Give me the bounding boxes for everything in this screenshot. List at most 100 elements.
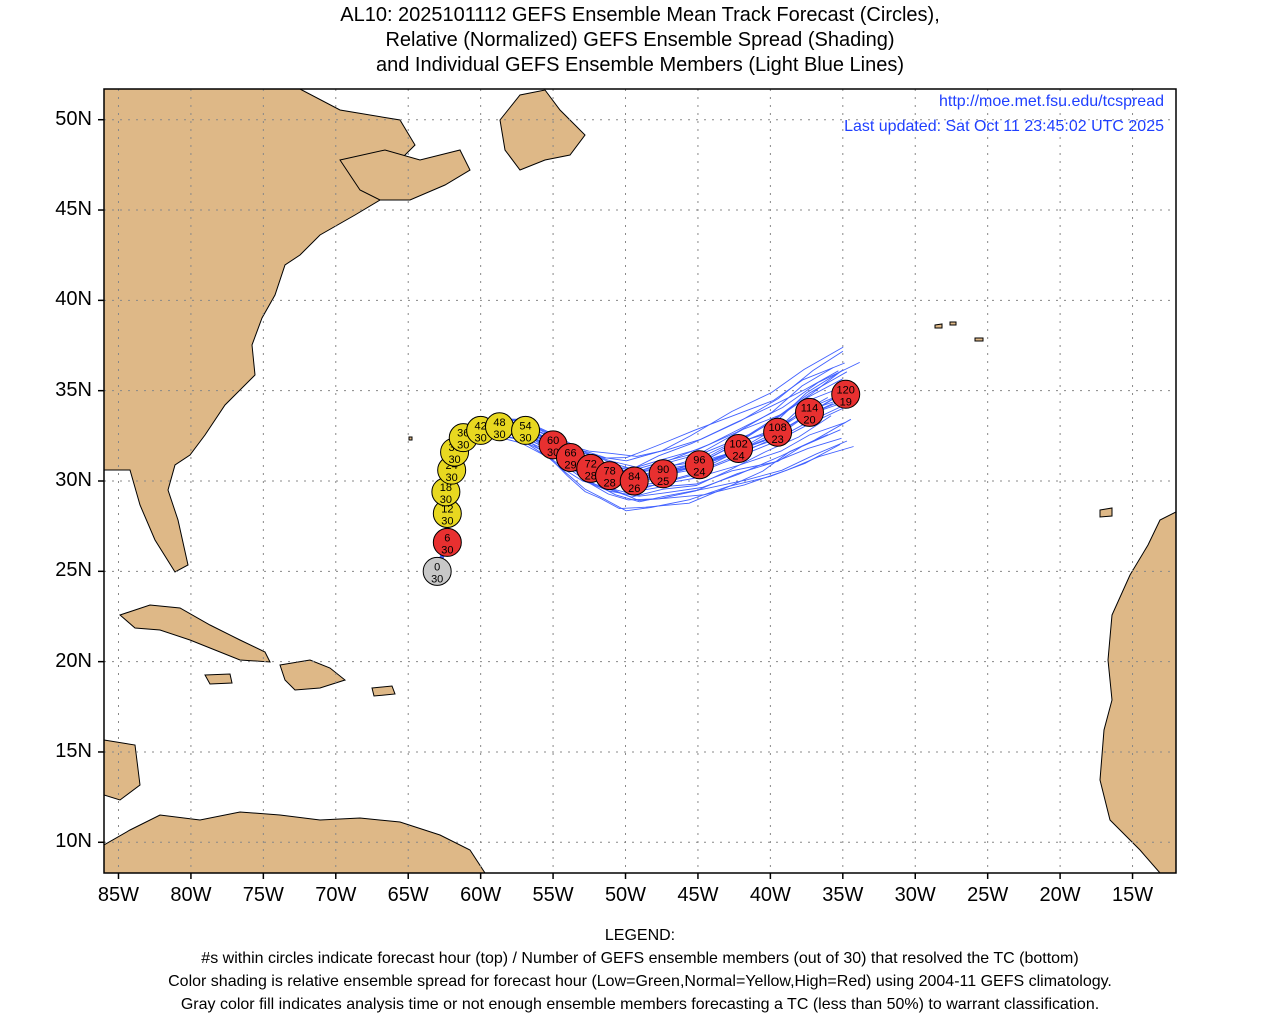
forecast-hour-label: 54 <box>519 420 531 432</box>
lat-label: 30N <box>55 469 92 491</box>
forecast-hour-label: 48 <box>493 417 505 429</box>
member-count-label: 30 <box>448 454 460 466</box>
member-count-label: 28 <box>585 470 597 482</box>
lon-label: 75W <box>242 884 284 906</box>
land-south-america <box>104 811 486 873</box>
member-count-label: 30 <box>441 516 453 528</box>
lon-label: 15W <box>1111 884 1154 906</box>
land-azores <box>934 321 984 342</box>
lon-label: 30W <box>894 884 936 906</box>
lat-label: 35N <box>55 378 92 401</box>
track-circle <box>511 415 541 445</box>
lon-label: 20W <box>1039 884 1081 906</box>
legend-line-3: Gray color fill indicates analysis time … <box>180 996 1100 1013</box>
forecast-hour-label: 90 <box>657 464 669 476</box>
member-count-label: 29 <box>564 460 576 472</box>
member-count-label: 30 <box>441 544 453 556</box>
ensemble-mean-track: 0306301230183024303030363042304830543060… <box>422 379 861 586</box>
track-circle <box>684 450 714 480</box>
track-circle <box>648 459 678 489</box>
member-count-label: 19 <box>840 396 852 408</box>
forecast-hour-label: 42 <box>475 420 487 432</box>
lat-label: 45N <box>55 198 92 221</box>
member-count-label: 30 <box>431 573 443 585</box>
forecast-hour-label: 72 <box>585 458 597 470</box>
land-bermuda <box>408 436 413 441</box>
forecast-hour-label: 108 <box>768 422 786 434</box>
map-title-line-3: and Individual GEFS Ensemble Members (Li… <box>375 54 905 76</box>
lat-label: 15N <box>55 739 92 762</box>
legend-line-1: #s within circles indicate forecast hour… <box>201 950 1079 967</box>
member-count-label: 25 <box>657 476 669 488</box>
track-point: 630 <box>432 527 462 557</box>
land-cuba <box>119 604 271 663</box>
forecast-hour-label: 18 <box>440 482 452 494</box>
lat-label: 10N <box>55 830 92 853</box>
land-canary-islands <box>1099 507 1113 518</box>
source-url-link[interactable]: http://moe.met.fsu.edu/tcspread <box>938 93 1164 110</box>
lat-label: 25N <box>55 559 92 582</box>
track-circle <box>422 556 452 586</box>
map-title-line-1: AL10: 2025101112 GEFS Ensemble Mean Trac… <box>340 4 940 26</box>
land-puerto-rico <box>371 685 396 697</box>
forecast-hour-label: 78 <box>603 466 615 478</box>
lon-label: 55W <box>532 884 574 906</box>
land-newfoundland <box>499 89 586 171</box>
track-circle <box>619 466 649 496</box>
lon-label: 85W <box>97 884 140 906</box>
land-africa <box>1099 511 1176 873</box>
axis-ticks <box>98 118 1134 879</box>
forecast-hour-label: 96 <box>693 455 705 467</box>
lon-label: 65W <box>387 884 429 906</box>
forecast-hour-label: 102 <box>729 438 747 450</box>
lon-label: 70W <box>315 884 357 906</box>
track-circle <box>763 417 793 447</box>
lon-label: 35W <box>822 884 864 906</box>
legend-heading: LEGEND: <box>604 927 676 944</box>
member-count-label: 26 <box>628 483 640 495</box>
member-count-label: 30 <box>475 432 487 444</box>
lat-label: 40N <box>55 288 92 311</box>
forecast-hour-label: 0 <box>434 561 440 573</box>
land-yucatan <box>104 739 141 801</box>
land-jamaica <box>204 673 233 685</box>
map-title-line-2: Relative (Normalized) GEFS Ensemble Spre… <box>385 29 895 51</box>
track-circle <box>724 433 754 463</box>
track-circle <box>831 379 861 409</box>
forecast-hour-label: 120 <box>837 384 855 396</box>
forecast-hour-label: 66 <box>564 448 576 460</box>
land-nova-scotia <box>339 149 471 201</box>
lat-label: 20N <box>55 649 92 672</box>
forecast-hour-label: 114 <box>801 402 819 414</box>
forecast-hour-label: 6 <box>444 532 450 544</box>
member-count-label: 30 <box>457 440 469 452</box>
legend-line-2: Color shading is relative ensemble sprea… <box>168 973 1112 990</box>
track-point: 030 <box>422 556 452 586</box>
member-count-label: 23 <box>771 434 783 446</box>
forecast-hour-label: 84 <box>628 471 640 483</box>
member-count-label: 28 <box>603 478 615 490</box>
member-count-label: 20 <box>803 414 815 426</box>
forecast-hour-label: 60 <box>547 435 559 447</box>
forecast-hour-label: 12 <box>441 504 453 516</box>
lat-label: 50N <box>55 107 92 130</box>
lon-label: 40W <box>749 884 791 906</box>
lon-label: 45W <box>677 884 719 906</box>
lon-label: 25W <box>967 884 1009 906</box>
track-circle <box>794 397 824 427</box>
lon-label: 80W <box>170 884 212 906</box>
lon-label: 60W <box>460 884 502 906</box>
last-updated-text: Last updated: Sat Oct 11 23:45:02 UTC 20… <box>844 118 1164 135</box>
